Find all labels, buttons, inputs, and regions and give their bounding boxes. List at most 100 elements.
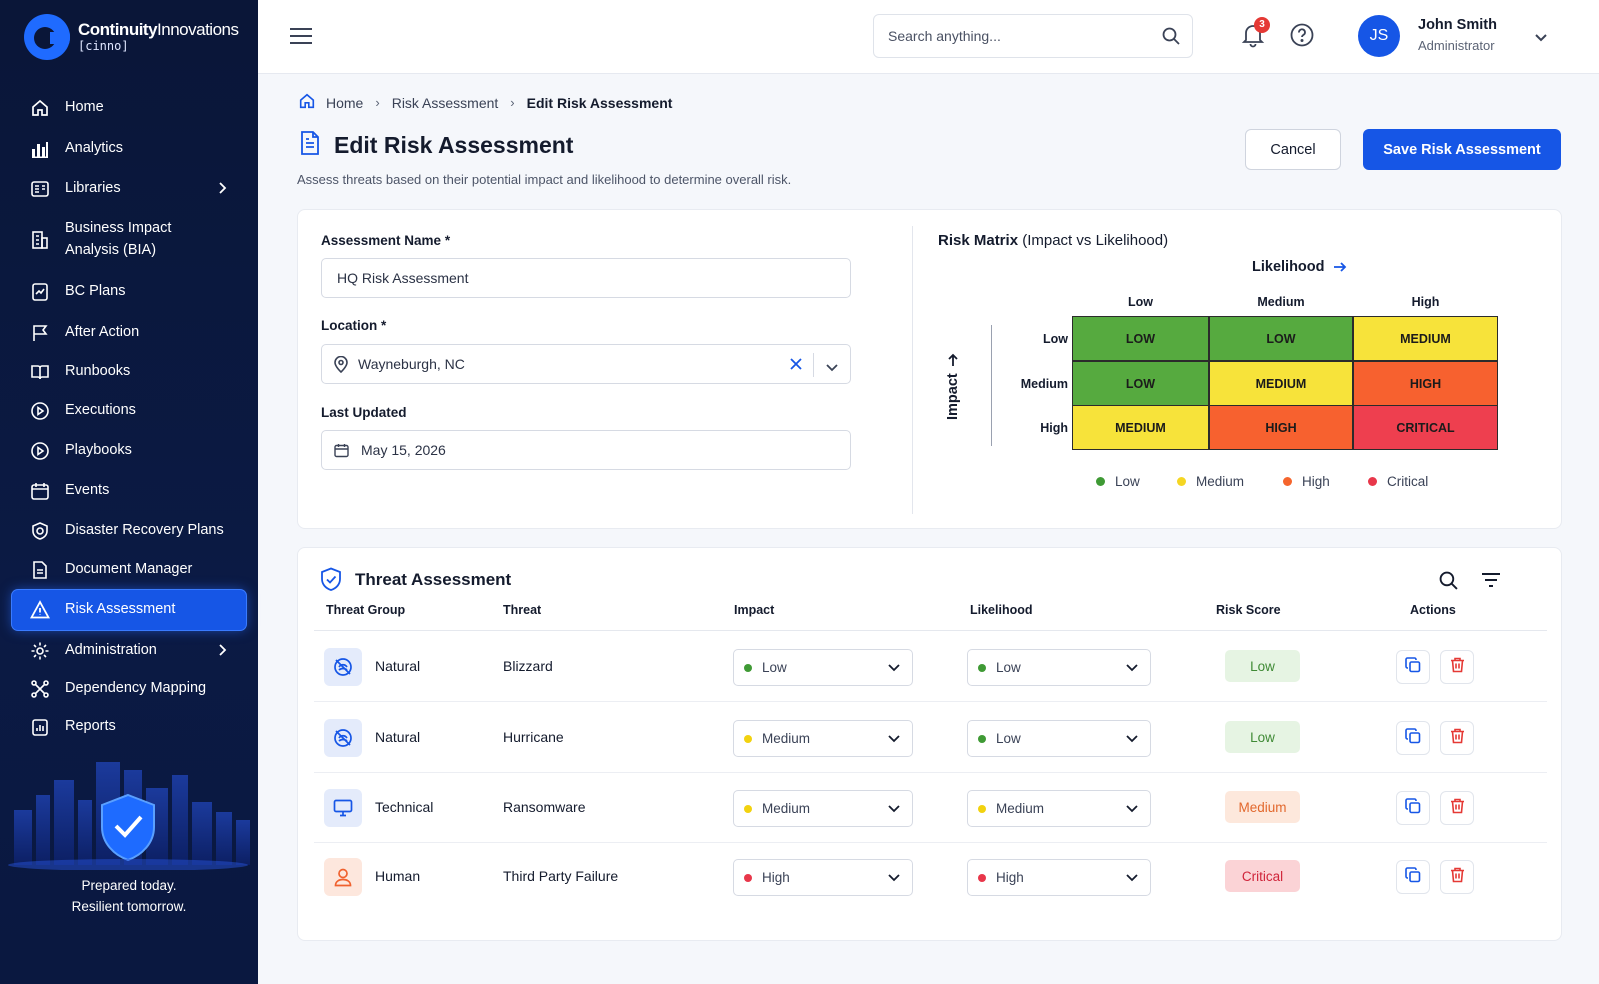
assessment-name-field[interactable]: HQ Risk Assessment <box>321 258 851 298</box>
likelihood-select[interactable]: Low <box>967 720 1151 757</box>
delete-button[interactable] <box>1440 860 1474 894</box>
sidebar-item-libraries[interactable]: Libraries <box>12 169 246 209</box>
status-dot <box>978 805 986 813</box>
sidebar-item-risk-assessment[interactable]: Risk Assessment <box>12 590 246 630</box>
delete-button[interactable] <box>1440 721 1474 755</box>
network-icon <box>30 679 50 699</box>
breadcrumb-parent[interactable]: Risk Assessment <box>391 94 499 111</box>
risk-matrix-title: Risk Matrix (Impact vs Likelihood) <box>938 232 1169 249</box>
sidebar-item-label: Business Impact Analysis (BIA) <box>65 220 172 258</box>
save-risk-assessment-button[interactable]: Save Risk Assessment <box>1363 129 1561 170</box>
notification-badge: 3 <box>1254 17 1270 33</box>
duplicate-button[interactable] <box>1396 860 1430 894</box>
duplicate-button[interactable] <box>1396 721 1430 755</box>
threat-assessment-card: Threat Assessment Threat Group Threat Im… <box>297 547 1562 941</box>
duplicate-button[interactable] <box>1396 791 1430 825</box>
col-impact: Impact <box>734 603 775 617</box>
play-circle-icon <box>30 401 50 421</box>
arrow-right-icon <box>1333 262 1346 272</box>
table-row: Natural Hurricane Medium Low Low <box>314 702 1547 773</box>
search-icon[interactable] <box>1439 571 1458 595</box>
chevron-down-icon[interactable] <box>1534 30 1548 48</box>
impact-select[interactable]: Medium <box>733 720 913 757</box>
chevron-right-icon: › <box>375 95 380 110</box>
sidebar-item-label: Disaster Recovery Plans <box>65 522 224 539</box>
status-dot <box>744 664 752 672</box>
avatar[interactable]: JS <box>1358 15 1400 57</box>
impact-value: Low <box>762 660 787 675</box>
sidebar-item-document-manager[interactable]: Document Manager <box>12 550 246 590</box>
home-icon[interactable] <box>298 92 316 113</box>
breadcrumb-home[interactable]: Home <box>326 94 364 111</box>
sidebar-item-executions[interactable]: Executions <box>12 391 246 431</box>
sidebar-item-label: Reports <box>65 718 116 735</box>
sidebar-item-administration[interactable]: Administration <box>12 631 246 671</box>
sidebar-item-label: Runbooks <box>65 363 131 380</box>
location-label: Location * <box>321 318 387 333</box>
filter-icon[interactable] <box>1481 572 1501 593</box>
document-icon <box>298 130 322 161</box>
likelihood-select[interactable]: Low <box>967 649 1151 686</box>
delete-button[interactable] <box>1440 791 1474 825</box>
status-dot <box>744 735 752 743</box>
hamburger-menu-icon[interactable] <box>290 27 312 50</box>
delete-button[interactable] <box>1440 650 1474 684</box>
shield-icon <box>30 521 50 541</box>
promo-illustration <box>0 740 258 984</box>
matrix-cell-low-impact-medium-likelihood: LOW <box>1209 316 1353 361</box>
location-value: Wayneburgh, NC <box>358 356 465 372</box>
sidebar-item-label: Libraries <box>65 180 121 197</box>
table-row: Human Third Party Failure High High Critical <box>314 841 1547 912</box>
search-input[interactable] <box>888 25 1148 47</box>
sidebar-item-bc-plans[interactable]: BC Plans <box>12 272 246 312</box>
sidebar-item-bia[interactable]: Business Impact Analysis (BIA) <box>12 210 246 270</box>
table-row: Technical Ransomware Medium Medium Medium <box>314 772 1547 843</box>
user-role: Administrator <box>1418 38 1495 53</box>
search-box[interactable] <box>873 14 1193 58</box>
matrix-cell-low-impact-high-likelihood: MEDIUM <box>1353 316 1498 361</box>
clear-icon[interactable] <box>790 355 802 375</box>
impact-select[interactable]: High <box>733 859 913 896</box>
sidebar-item-playbooks[interactable]: Playbooks <box>12 431 246 471</box>
matrix-row-low: Low <box>1043 332 1068 346</box>
logo-mark-icon <box>24 14 70 60</box>
matrix-col-high: High <box>1411 295 1440 309</box>
arrow-up-icon <box>948 353 958 367</box>
sidebar-item-home[interactable]: Home <box>12 88 246 128</box>
table-row: Natural Blizzard Low Low Low <box>314 631 1547 702</box>
impact-select[interactable]: Low <box>733 649 913 686</box>
sidebar-item-reports[interactable]: Reports <box>12 707 246 747</box>
sidebar-item-dependency-mapping[interactable]: Dependency Mapping <box>12 669 246 709</box>
help-icon[interactable] <box>1290 23 1314 52</box>
col-likelihood: Likelihood <box>970 603 1033 617</box>
threat-group-name: Technical <box>375 799 434 815</box>
likelihood-value: Medium <box>996 801 1045 816</box>
brand-logo[interactable]: ContinuityInnovations [cinno] <box>24 14 239 60</box>
sidebar-item-label: Document Manager <box>65 561 193 578</box>
sidebar-item-drp[interactable]: Disaster Recovery Plans <box>12 511 246 551</box>
sidebar-item-analytics[interactable]: Analytics <box>12 129 246 169</box>
select-separator <box>813 353 814 377</box>
search-icon[interactable] <box>1162 27 1180 50</box>
chevron-down-icon[interactable] <box>826 359 838 377</box>
matrix-cell-high-impact-medium-likelihood: HIGH <box>1209 405 1353 450</box>
last-updated-date-field[interactable]: May 15, 2026 <box>321 430 851 470</box>
location-select[interactable]: Wayneburgh, NC <box>321 344 851 384</box>
last-updated-label: Last Updated <box>321 405 407 420</box>
likelihood-select[interactable]: Medium <box>967 790 1151 827</box>
duplicate-button[interactable] <box>1396 650 1430 684</box>
impact-select[interactable]: Medium <box>733 790 913 827</box>
user-name: John Smith <box>1418 17 1497 33</box>
sidebar-item-runbooks[interactable]: Runbooks <box>12 352 246 392</box>
col-actions: Actions <box>1410 603 1456 617</box>
sidebar-item-after-action[interactable]: After Action <box>12 313 246 353</box>
gear-icon <box>30 641 50 661</box>
threat-name: Blizzard <box>503 658 553 674</box>
matrix-cell-high-impact-low-likelihood: MEDIUM <box>1072 405 1209 450</box>
cancel-button[interactable]: Cancel <box>1245 129 1341 170</box>
sidebar-item-label: Risk Assessment <box>65 601 176 618</box>
chevron-right-icon: › <box>510 95 515 110</box>
impact-value: Medium <box>762 801 811 816</box>
sidebar-item-events[interactable]: Events <box>12 471 246 511</box>
likelihood-select[interactable]: High <box>967 859 1151 896</box>
